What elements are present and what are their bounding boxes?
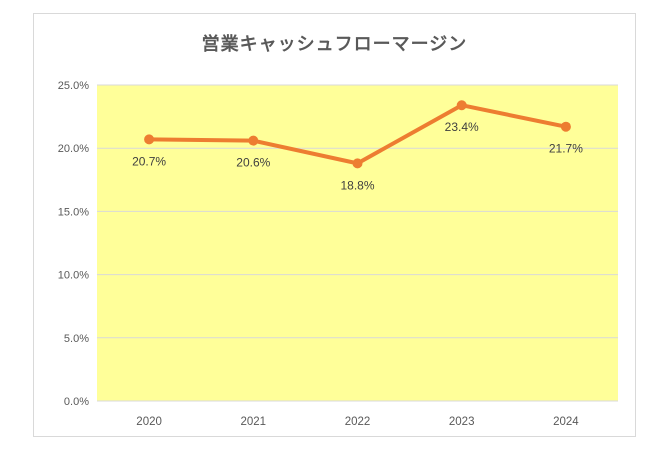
data-point-marker bbox=[248, 135, 259, 146]
y-axis-tick-label: 15.0% bbox=[58, 206, 89, 218]
y-axis-tick-label: 5.0% bbox=[64, 333, 89, 345]
x-axis-tick-label: 2020 bbox=[136, 416, 162, 428]
y-axis-tick-label: 10.0% bbox=[58, 270, 89, 282]
data-point-label: 21.7% bbox=[549, 142, 583, 156]
data-point-label: 20.7% bbox=[132, 154, 166, 168]
data-point-label: 18.8% bbox=[340, 178, 374, 192]
plot-background bbox=[97, 85, 618, 401]
x-axis-tick-label: 2023 bbox=[449, 416, 475, 428]
y-axis-tick-label: 25.0% bbox=[58, 80, 89, 92]
x-axis-tick-label: 2022 bbox=[345, 416, 371, 428]
chart-title: 営業キャッシュフローマージン bbox=[201, 34, 468, 54]
y-axis-tick-label: 20.0% bbox=[58, 143, 89, 155]
data-point-marker bbox=[352, 158, 363, 169]
y-axis-tick-label: 0.0% bbox=[64, 396, 89, 408]
x-axis-tick-label: 2021 bbox=[241, 416, 267, 428]
data-point-marker bbox=[144, 134, 155, 145]
x-axis-tick-label: 2024 bbox=[553, 416, 579, 428]
data-point-label: 23.4% bbox=[445, 120, 479, 134]
data-point-label: 20.6% bbox=[236, 156, 270, 170]
data-point-marker bbox=[456, 100, 467, 111]
chart-area: 営業キャッシュフローマージン 0.0% 5.0% 10.0% 15.0% 20.0% 25… bbox=[33, 13, 636, 437]
line-chart: 0.0% 5.0% 10.0% 15.0% 20.0% 25.0% 2020 2021 2022… bbox=[58, 80, 618, 428]
data-point-marker bbox=[560, 121, 571, 132]
